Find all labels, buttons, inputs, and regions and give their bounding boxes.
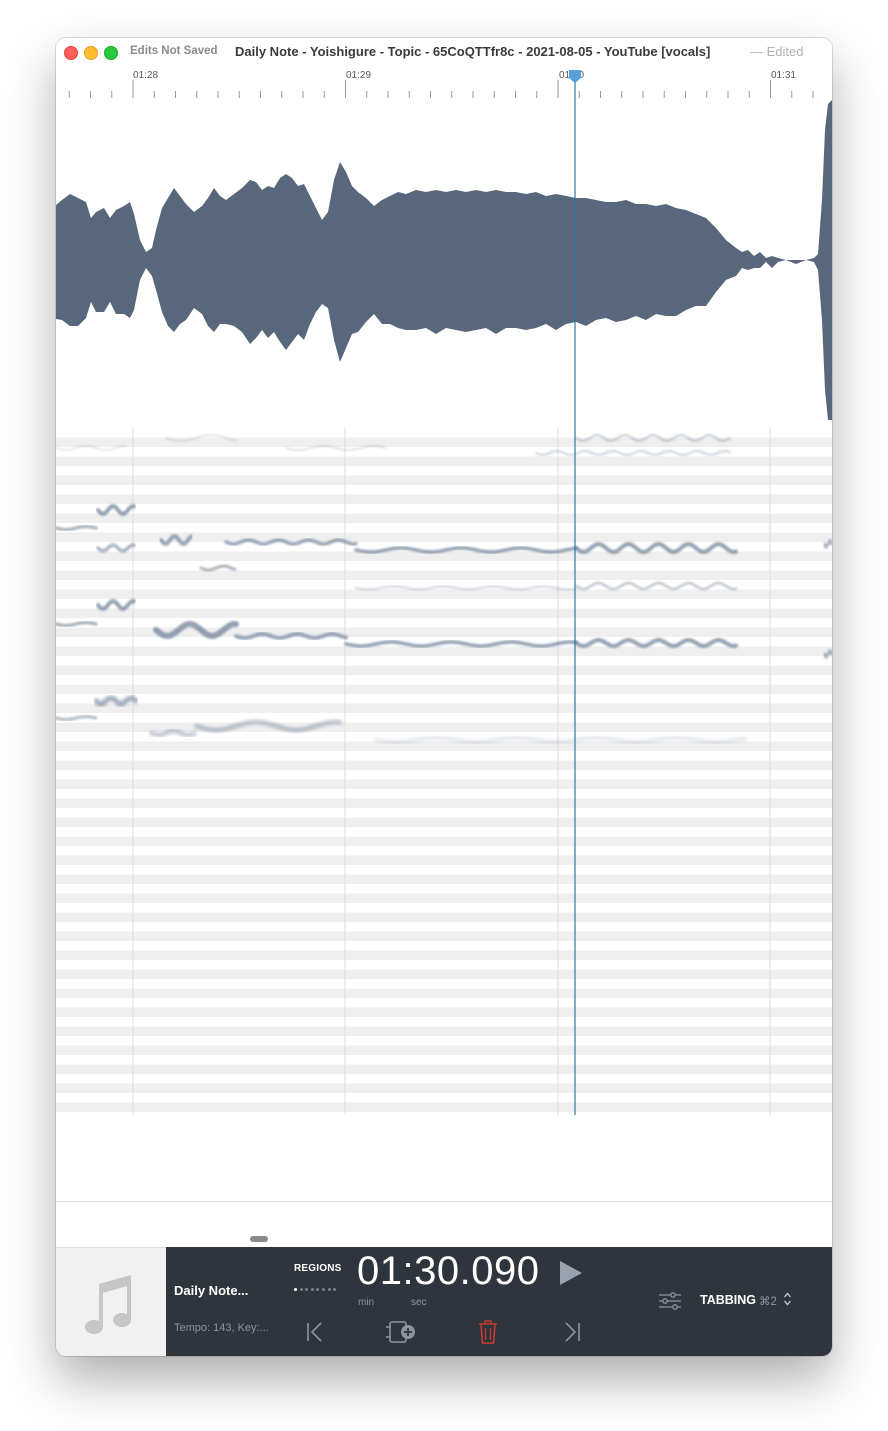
region-dot[interactable]	[310, 1288, 314, 1291]
window-title: Daily Note - Yoishigure - Topic - 65CoQT…	[235, 44, 711, 59]
chevron-updown-icon[interactable]	[783, 1291, 792, 1307]
region-dot[interactable]	[321, 1288, 325, 1291]
song-meta: Tempo: 143, Key:...	[174, 1322, 269, 1334]
region-dot[interactable]	[305, 1288, 309, 1291]
skip-to-start-icon[interactable]	[306, 1321, 324, 1343]
region-dot[interactable]	[316, 1288, 320, 1291]
horizontal-scroller	[56, 1202, 832, 1247]
pitch-view[interactable]	[56, 428, 832, 1116]
region-indicator[interactable]	[294, 1278, 339, 1296]
ruler-label-0128: 01:28	[133, 70, 159, 81]
skip-to-end-icon[interactable]	[563, 1321, 581, 1343]
music-note-icon	[85, 1275, 131, 1334]
waveform	[56, 100, 832, 420]
ruler-label-0129: 01:29	[346, 70, 372, 81]
region-dot[interactable]	[327, 1288, 331, 1291]
waveform-view[interactable]	[56, 100, 832, 429]
play-icon[interactable]	[558, 1259, 584, 1287]
ruler-ticks	[68, 80, 814, 98]
region-dot[interactable]	[294, 1288, 297, 1291]
time-sec-label: sec	[411, 1297, 427, 1308]
mode-selector[interactable]: TABBING	[700, 1293, 757, 1307]
mode-shortcut: ⌘2	[759, 1296, 777, 1308]
title-bar: Edits Not Saved Daily Note - Yoishigure …	[56, 38, 832, 66]
close-window-button[interactable]	[64, 46, 78, 60]
playhead-marker-icon[interactable]	[569, 70, 581, 83]
transport-panel: Daily Note... Tempo: 143, Key:... REGION…	[166, 1247, 832, 1356]
pitch-curves	[56, 428, 832, 1115]
minimize-window-button[interactable]	[84, 46, 98, 60]
ruler-label-0131: 01:31	[771, 70, 797, 81]
region-dot[interactable]	[299, 1288, 303, 1291]
scroll-thumb[interactable]	[250, 1236, 268, 1242]
playhead[interactable]	[56, 66, 832, 1116]
edits-status: Edits Not Saved	[130, 45, 218, 57]
region-dot[interactable]	[333, 1288, 337, 1291]
regions-label: REGIONS	[294, 1263, 342, 1274]
time-min-label: min	[358, 1297, 375, 1308]
song-name[interactable]: Daily Note...	[174, 1283, 249, 1298]
trash-icon[interactable]	[477, 1319, 499, 1345]
zoom-window-button[interactable]	[104, 46, 118, 60]
add-region-icon[interactable]	[384, 1319, 418, 1345]
lyrics-lane	[56, 1115, 832, 1202]
app-window: Edits Not Saved Daily Note - Yoishigure …	[56, 38, 832, 1356]
time-display: 01:30.090	[357, 1249, 540, 1293]
album-artwork	[56, 1247, 166, 1356]
mixer-sliders-icon[interactable]	[658, 1291, 682, 1311]
edited-indicator: — Edited	[750, 44, 804, 59]
